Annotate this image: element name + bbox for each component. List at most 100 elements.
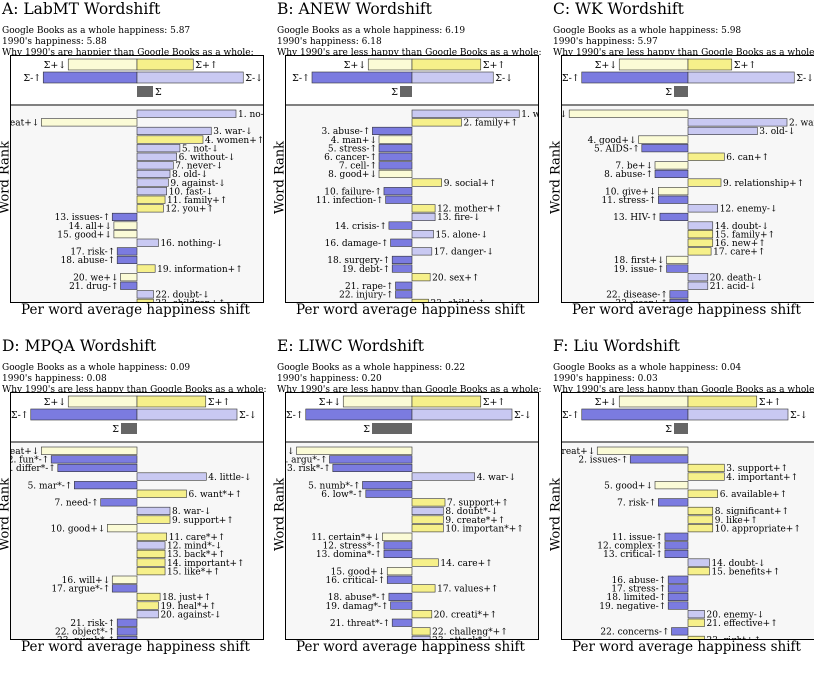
stat-line: Why 1990's are less happy than Google Bo… [2,385,267,395]
word-bar [386,575,413,584]
summary-label: Σ-↓ [495,73,513,84]
plot-frame: Σ+↓ Σ+↑ Σ-↑ Σ-↓ Σ 1. great+↓2. issues-↑ 3. sup… [561,392,814,640]
word-bar [664,541,689,550]
summary-label: Σ [665,424,672,435]
word-label: 5. numb*-↑ [308,481,360,491]
word-label: 14. doubt-↓ [711,559,765,569]
word-label: 11. family+↑ [167,196,227,206]
word-bar [687,567,710,576]
word-label: 19. issue-↑ [614,265,665,275]
word-label: 4. good+↓ [588,136,637,146]
summary-bar-pos-up [687,395,758,408]
summary-bar-neg-up [581,71,689,84]
word-bar [411,627,431,636]
word-label: 17. argue*-↑ [51,585,110,595]
word-bar [395,281,413,290]
word-bar [390,238,413,247]
word-bar [687,152,725,161]
word-label: 18. limited-↑ [607,593,667,603]
summary-label: Σ-↓ [245,73,263,84]
word-bar [57,463,138,472]
panel-B: B: ANEW Wordshift Google Books as a whole… [273,0,546,337]
stat-line: Why 1990's are less happy than Google Bo… [277,385,542,395]
word-label: 12. you+↑ [165,205,214,215]
word-bar [391,618,413,627]
word-label: 18. first+↓ [614,256,665,266]
word-bar [116,618,138,627]
word-label: 7. be+↓ [615,162,653,172]
stat-line: 1990's happiness: 0.03 [553,374,658,384]
summary-label: Σ+↓ [319,397,342,408]
word-label: 8. abuse-↑ [604,170,653,180]
stat-line: 1990's happiness: 6.18 [277,37,382,47]
word-bar [136,549,166,558]
word-label: 23. user+↑ [616,299,668,302]
word-label: 17. care+↑ [713,248,765,258]
word-bar [136,558,166,567]
word-bar [667,601,689,610]
word-bar [136,161,174,170]
word-label: 17. stress-↑ [611,585,666,595]
word-label: 6. cancer-↑ [324,153,377,163]
summary-label: Σ-↑ [562,73,580,84]
word-bar [372,126,413,135]
word-bar [136,489,187,498]
panel-A: A: LabMT Wordshift Google Books as a whol… [0,0,271,337]
word-label: 1. no-↓ [238,110,263,120]
word-bar [378,152,413,161]
word-bar [136,187,168,196]
word-label: 18. abuse*-↑ [328,593,387,603]
word-bar [659,212,689,221]
summary-label: Σ-↓ [514,410,532,421]
summary-bar-pos-up [136,58,194,71]
word-bar [383,187,413,196]
word-bar [136,152,177,161]
word-label: 15. good+↓ [331,567,386,577]
word-label: 5. not-↓ [182,144,219,154]
word-bar [50,455,138,464]
word-label: 5. good+↓ [604,481,653,491]
word-bar [365,489,413,498]
word-bar [111,212,138,221]
word-label: 16. will+↓ [62,576,111,586]
word-label: 14. care+↑ [440,559,492,569]
word-label: 16. abuse-↑ [612,576,667,586]
word-bar [687,118,788,127]
word-label: 13. back*+↑ [167,550,225,560]
word-bar [687,472,725,481]
stat-line: Why 1990's are happier than Google Books… [2,48,254,58]
word-label: 7. never-↓ [175,162,223,172]
word-bar [116,635,138,639]
word-bar [136,195,166,204]
word-label: 23. attack*-↓ [432,636,493,639]
stat-line: Why 1990's are less happy than Google Bo… [553,48,814,58]
word-bar [687,230,714,239]
word-bar [136,298,154,302]
word-label: 10. importan*+↑ [445,524,523,534]
word-bar [386,567,413,576]
word-bar [113,230,138,239]
word-label: 21. rape-↑ [345,282,394,292]
word-bar [136,144,181,153]
word-bar [120,281,138,290]
word-bar [687,618,705,627]
word-label: 17. values+↑ [437,585,498,595]
summary-label: Σ-↑ [292,73,310,84]
word-label: 19. information+↑ [157,265,243,275]
summary-label: Σ+↑ [759,397,782,408]
word-label: 11. issue-↑ [612,533,663,543]
word-bar [568,109,689,118]
y-axis-label: Word Rank [0,140,13,215]
word-label: 4. women+↑ [205,136,263,146]
summary-bar-pos-down [618,395,689,408]
word-bar [638,135,689,144]
summary-bar-neg-down [136,71,244,84]
word-label: 14. all+↓ [69,222,112,232]
summary-bar-neg-down [411,71,494,84]
word-bar [40,118,138,127]
word-label: 7. risk-↑ [617,499,656,509]
word-label: 19. debt-↑ [342,265,390,275]
word-bar [391,264,413,273]
word-label: 22. object*-↑ [55,628,115,638]
word-bar [113,221,138,230]
